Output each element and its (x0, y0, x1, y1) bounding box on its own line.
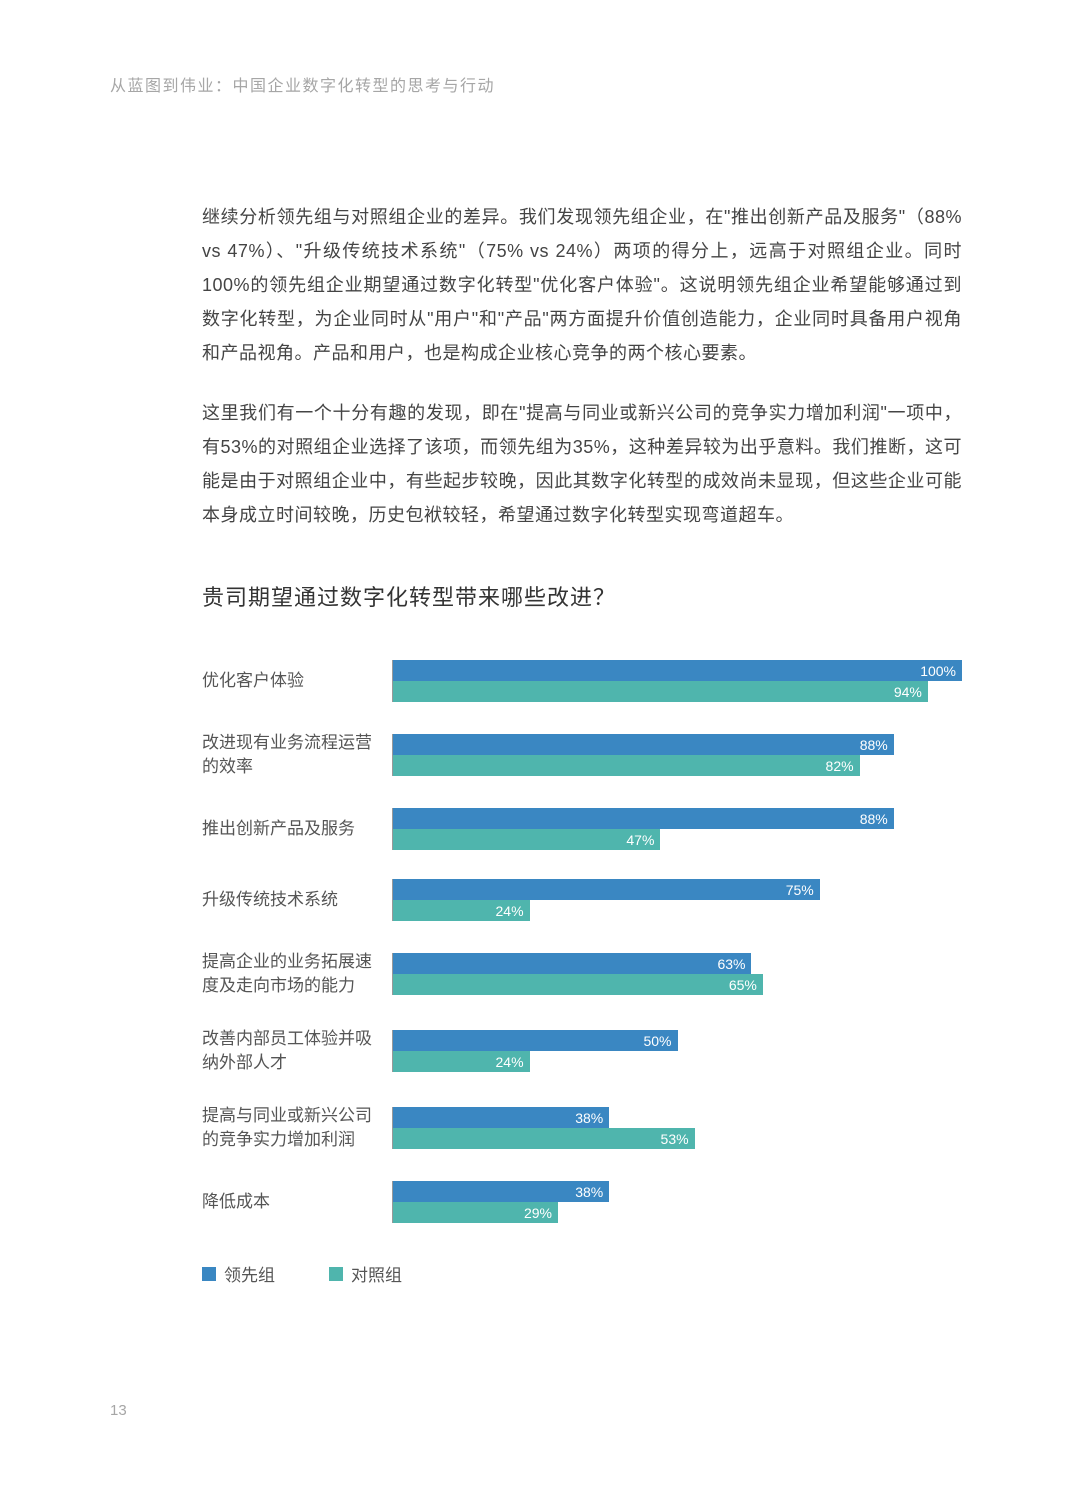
bar-primary: 63% (393, 953, 751, 974)
chart-bar-group: 50% 24% (392, 1030, 962, 1072)
chart-row-label: 推出创新产品及服务 (202, 817, 392, 841)
chart-bar-group: 88% 47% (392, 808, 962, 850)
bar-primary: 50% (393, 1030, 678, 1051)
chart-row-label: 提高企业的业务拓展速度及走向市场的能力 (202, 950, 392, 998)
chart-row-label: 改善内部员工体验并吸纳外部人才 (202, 1027, 392, 1075)
bar-secondary: 47% (393, 829, 660, 850)
bar-primary: 88% (393, 734, 894, 755)
chart-row-label: 优化客户体验 (202, 669, 392, 693)
chart-bar-group: 100% 94% (392, 660, 962, 702)
chart-row: 推出创新产品及服务 88% 47% (202, 808, 962, 850)
bar-secondary: 94% (393, 681, 928, 702)
main-content: 继续分析领先组与对照组企业的差异。我们发现领先组企业，在"推出创新产品及服务"（… (202, 200, 962, 1286)
bar-secondary: 29% (393, 1202, 558, 1223)
bar-value-label: 38% (575, 1110, 603, 1126)
bar-value-label: 65% (729, 977, 757, 993)
bar-secondary: 53% (393, 1128, 695, 1149)
header-title: 从蓝图到伟业：中国企业数字化转型的思考与行动 (110, 72, 495, 96)
bar-value-label: 88% (860, 737, 888, 753)
chart-row: 改进现有业务流程运营的效率 88% 82% (202, 731, 962, 779)
chart-row: 提高与同业或新兴公司的竞争实力增加利润 38% 53% (202, 1104, 962, 1152)
legend-item: 对照组 (329, 1261, 402, 1286)
bar-secondary: 65% (393, 974, 763, 995)
bar-value-label: 63% (717, 956, 745, 972)
bar-value-label: 24% (496, 1054, 524, 1070)
bar-primary: 38% (393, 1107, 609, 1128)
chart-legend: 领先组 对照组 (202, 1261, 962, 1286)
bar-value-label: 75% (786, 882, 814, 898)
legend-item: 领先组 (202, 1261, 275, 1286)
chart-row: 优化客户体验 100% 94% (202, 660, 962, 702)
bar-value-label: 38% (575, 1184, 603, 1200)
bar-chart: 优化客户体验 100% 94% 改进现有业务流程运营的效率 88% 82% 推出创新产品及服… (202, 660, 962, 1223)
page-number: 13 (110, 1402, 127, 1419)
paragraph-1: 继续分析领先组与对照组企业的差异。我们发现领先组企业，在"推出创新产品及服务"（… (202, 200, 962, 370)
chart-title: 贵司期望通过数字化转型带来哪些改进？ (202, 580, 962, 612)
bar-value-label: 29% (524, 1205, 552, 1221)
legend-swatch (329, 1267, 343, 1281)
bar-value-label: 82% (826, 758, 854, 774)
legend-swatch (202, 1267, 216, 1281)
bar-secondary: 24% (393, 900, 530, 921)
bar-value-label: 53% (661, 1131, 689, 1147)
chart-row-label: 改进现有业务流程运营的效率 (202, 731, 392, 779)
chart-bar-group: 75% 24% (392, 879, 962, 921)
bar-primary: 38% (393, 1181, 609, 1202)
legend-label: 对照组 (351, 1261, 402, 1286)
bar-value-label: 50% (643, 1033, 671, 1049)
chart-row-label: 升级传统技术系统 (202, 888, 392, 912)
bar-primary: 88% (393, 808, 894, 829)
chart-bar-group: 38% 29% (392, 1181, 962, 1223)
bar-primary: 100% (393, 660, 962, 681)
chart-row-label: 提高与同业或新兴公司的竞争实力增加利润 (202, 1104, 392, 1152)
chart-bar-group: 63%65% (392, 953, 962, 995)
bar-value-label: 100% (920, 663, 956, 679)
chart-row: 升级传统技术系统 75% 24% (202, 879, 962, 921)
chart-bar-group: 88% 82% (392, 734, 962, 776)
bar-secondary: 82% (393, 755, 860, 776)
paragraph-2: 这里我们有一个十分有趣的发现，即在"提高与同业或新兴公司的竞争实力增加利润"一项… (202, 396, 962, 532)
chart-row-label: 降低成本 (202, 1190, 392, 1214)
bar-value-label: 88% (860, 811, 888, 827)
chart-row: 提高企业的业务拓展速度及走向市场的能力63%65% (202, 950, 962, 998)
bar-secondary: 24% (393, 1051, 530, 1072)
legend-label: 领先组 (224, 1261, 275, 1286)
bar-value-label: 47% (626, 832, 654, 848)
chart-bar-group: 38% 53% (392, 1107, 962, 1149)
bar-value-label: 24% (496, 903, 524, 919)
bar-primary: 75% (393, 879, 820, 900)
chart-row: 改善内部员工体验并吸纳外部人才 50% 24% (202, 1027, 962, 1075)
bar-value-label: 94% (894, 684, 922, 700)
chart-row: 降低成本 38% 29% (202, 1181, 962, 1223)
